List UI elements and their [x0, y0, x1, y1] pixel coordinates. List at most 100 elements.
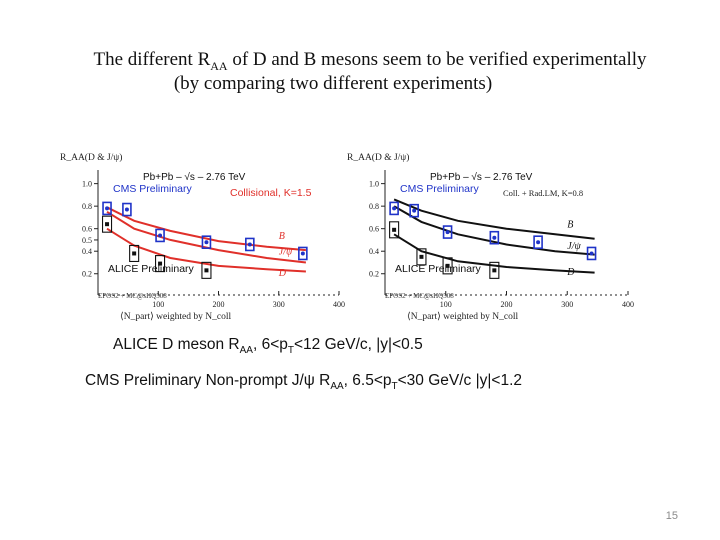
- panel-left-cms-syst-box: [102, 201, 112, 216]
- panel-left-curve-label: J/ψ: [279, 247, 293, 258]
- panel-right-curve-b: [393, 198, 595, 240]
- panel-right-cms-syst-box: [586, 246, 597, 261]
- panel-right-x-tick-label: 300: [561, 300, 573, 309]
- title-text-b: of D and B mesons seem to be verified ex…: [227, 49, 647, 70]
- panel-left-x-tick-label: 400: [333, 300, 345, 309]
- panel-right-y-tick-label: 0.4: [369, 247, 379, 256]
- panel-right-y-tick-label: 0.2: [369, 270, 379, 279]
- panel-left-system-label: Pb+Pb – √s – 2.76 TeV: [143, 171, 246, 183]
- panel-right-x-tick-label: 200: [501, 300, 513, 309]
- slide-title-line1: The different RAA of D and B mesons seem…: [10, 48, 720, 78]
- panel-left-alice-point: [105, 222, 110, 227]
- panel-right-alice-syst-box: [489, 261, 500, 279]
- title-text-a: The different R: [93, 49, 211, 70]
- panel-right-cms-syst-box: [442, 225, 453, 239]
- panel-left-cms-point: [204, 240, 209, 245]
- panel-left-cms-point: [105, 206, 110, 211]
- panel-right-alice-syst-box: [416, 248, 427, 266]
- panel-right-x-tick-label: 100: [440, 300, 452, 309]
- panel-right-cms-point: [445, 230, 450, 235]
- panel-right-cms-syst-box: [389, 201, 399, 216]
- panel-left-cms-syst-box: [122, 202, 132, 217]
- panel-left-y-tick-label: 0.6: [82, 225, 92, 234]
- panel-left-alice-point: [204, 268, 209, 273]
- panel-right-cms-point: [589, 251, 594, 256]
- panel-left-alice-syst-box: [101, 215, 113, 233]
- panel-left-alice-point: [158, 261, 163, 266]
- panel-left-x-tick-label: 300: [273, 300, 285, 309]
- panel-right-cms-syst-box: [409, 203, 419, 218]
- caption1-text-b: , 6<p: [252, 336, 288, 353]
- panel-left-x-tick-label: 200: [213, 300, 225, 309]
- caption1-sub2: T: [287, 345, 294, 357]
- caption2-sub: AA: [330, 381, 344, 393]
- panel-right-cms-point: [492, 235, 497, 240]
- panel-left-curve-d: [106, 227, 306, 273]
- panel-left-alice-point: [132, 251, 137, 256]
- panel-left-model-footer: EPOS2 + MC@sHQ508: [98, 292, 167, 300]
- caption-alice: ALICE D meson RAA, 6<pT<12 GeV/c, |y|<0.…: [113, 336, 423, 356]
- panel-left-cms-point: [300, 251, 305, 256]
- title-sub-aa: AA: [210, 58, 228, 73]
- panel-right-alice-point: [445, 263, 450, 268]
- panel-right-curve-label: J/ψ: [567, 241, 581, 252]
- panel-left-legend-cms: CMS Preliminary: [113, 183, 193, 195]
- caption2-text-c: <30 GeV/c |y|<1.2: [397, 372, 523, 389]
- panel-right-cms-syst-box: [533, 235, 543, 249]
- panel-left-y-tick-label: 1.0: [82, 180, 92, 189]
- panel-left-alice-syst-box: [201, 261, 212, 279]
- panel-left-cms-syst-box: [245, 237, 255, 252]
- panel-left-alice-syst-box: [129, 244, 140, 263]
- panel-left-model-label: Collisional, K=1.5: [230, 187, 312, 199]
- caption1-sub: AA: [239, 345, 253, 357]
- panel-right-alice-point: [492, 268, 497, 273]
- caption1-text-a: ALICE D meson R: [113, 336, 240, 353]
- panel-right-cms-point: [392, 206, 397, 211]
- panel-left-cms-point: [247, 242, 252, 247]
- panel-right-alice-syst-box: [442, 257, 453, 275]
- panel-left-cms-point: [124, 207, 129, 212]
- panel-left-y-tick-label: 0.8: [82, 202, 92, 211]
- caption2-text-b: , 6.5<p: [343, 372, 392, 389]
- panel-right-cms-point: [536, 240, 541, 245]
- panel-right-model-label: Coll. + Rad.LM, K=0.8: [503, 188, 583, 198]
- panel-right-alice-point: [392, 227, 397, 232]
- panel-left-cms-point: [158, 233, 163, 238]
- panel-right-x-axis-label: ⟨N_part⟩ weighted by N_coll: [407, 311, 518, 322]
- panel-right-curve-j: [393, 205, 595, 256]
- panel-left-x-axis-label: ⟨N_part⟩ weighted by N_coll: [120, 311, 231, 322]
- caption-cms: CMS Preliminary Non-prompt J/ψ RAA, 6.5<…: [85, 372, 522, 392]
- panel-right-y-tick-label: 1.0: [369, 180, 379, 189]
- panel-left-x-tick-label: 100: [152, 300, 164, 309]
- panel-right-curve-label: B: [567, 220, 573, 231]
- panel-right-alice-point: [419, 254, 424, 259]
- panel-right-x-tick-label: 400: [622, 300, 634, 309]
- slide-title-line2: (by comparing two different experiments): [173, 73, 493, 94]
- panel-left-y-axis-label: R_AA(D & J/ψ): [60, 152, 122, 163]
- panel-left-curve-label: B: [279, 231, 285, 242]
- panel-left-y-tick-label: 0.5: [82, 236, 92, 245]
- panel-right-model-footer: EPOS2 + MC@sHQ508: [385, 292, 454, 300]
- panel-left-legend-alice: ALICE Preliminary: [108, 263, 195, 275]
- panel-left-y-tick-label: 0.2: [82, 270, 92, 279]
- panel-right-cms-syst-box: [489, 230, 500, 245]
- caption1-text-c: <12 GeV/c, |y|<0.5: [294, 336, 423, 353]
- panel-right-alice-syst-box: [389, 221, 400, 239]
- caption2-sub2: T: [391, 381, 398, 393]
- panel-left-cms-syst-box: [298, 246, 308, 261]
- panel-right-y-tick-label: 0.8: [369, 202, 379, 211]
- panel-left-alice-syst-box: [155, 255, 166, 273]
- panel-right-y-tick-label: 0.6: [369, 225, 379, 234]
- slide-number: 15: [665, 510, 678, 522]
- panel-left-cms-syst-box: [155, 228, 165, 243]
- panel-right-curve-label: D: [566, 267, 575, 278]
- caption2-text-a: CMS Preliminary Non-prompt J/ψ R: [85, 372, 331, 389]
- panel-left-cms-syst-box: [201, 235, 212, 249]
- panel-left-curve-j: [106, 210, 307, 264]
- panel-right-y-axis-label: R_AA(D & J/ψ): [347, 152, 409, 163]
- panel-left-curve-b: [106, 206, 306, 252]
- panel-left-y-tick-label: 0.4: [82, 247, 92, 256]
- panel-right-legend-alice: ALICE Preliminary: [395, 263, 482, 275]
- panel-left-curve-label: D: [278, 268, 287, 279]
